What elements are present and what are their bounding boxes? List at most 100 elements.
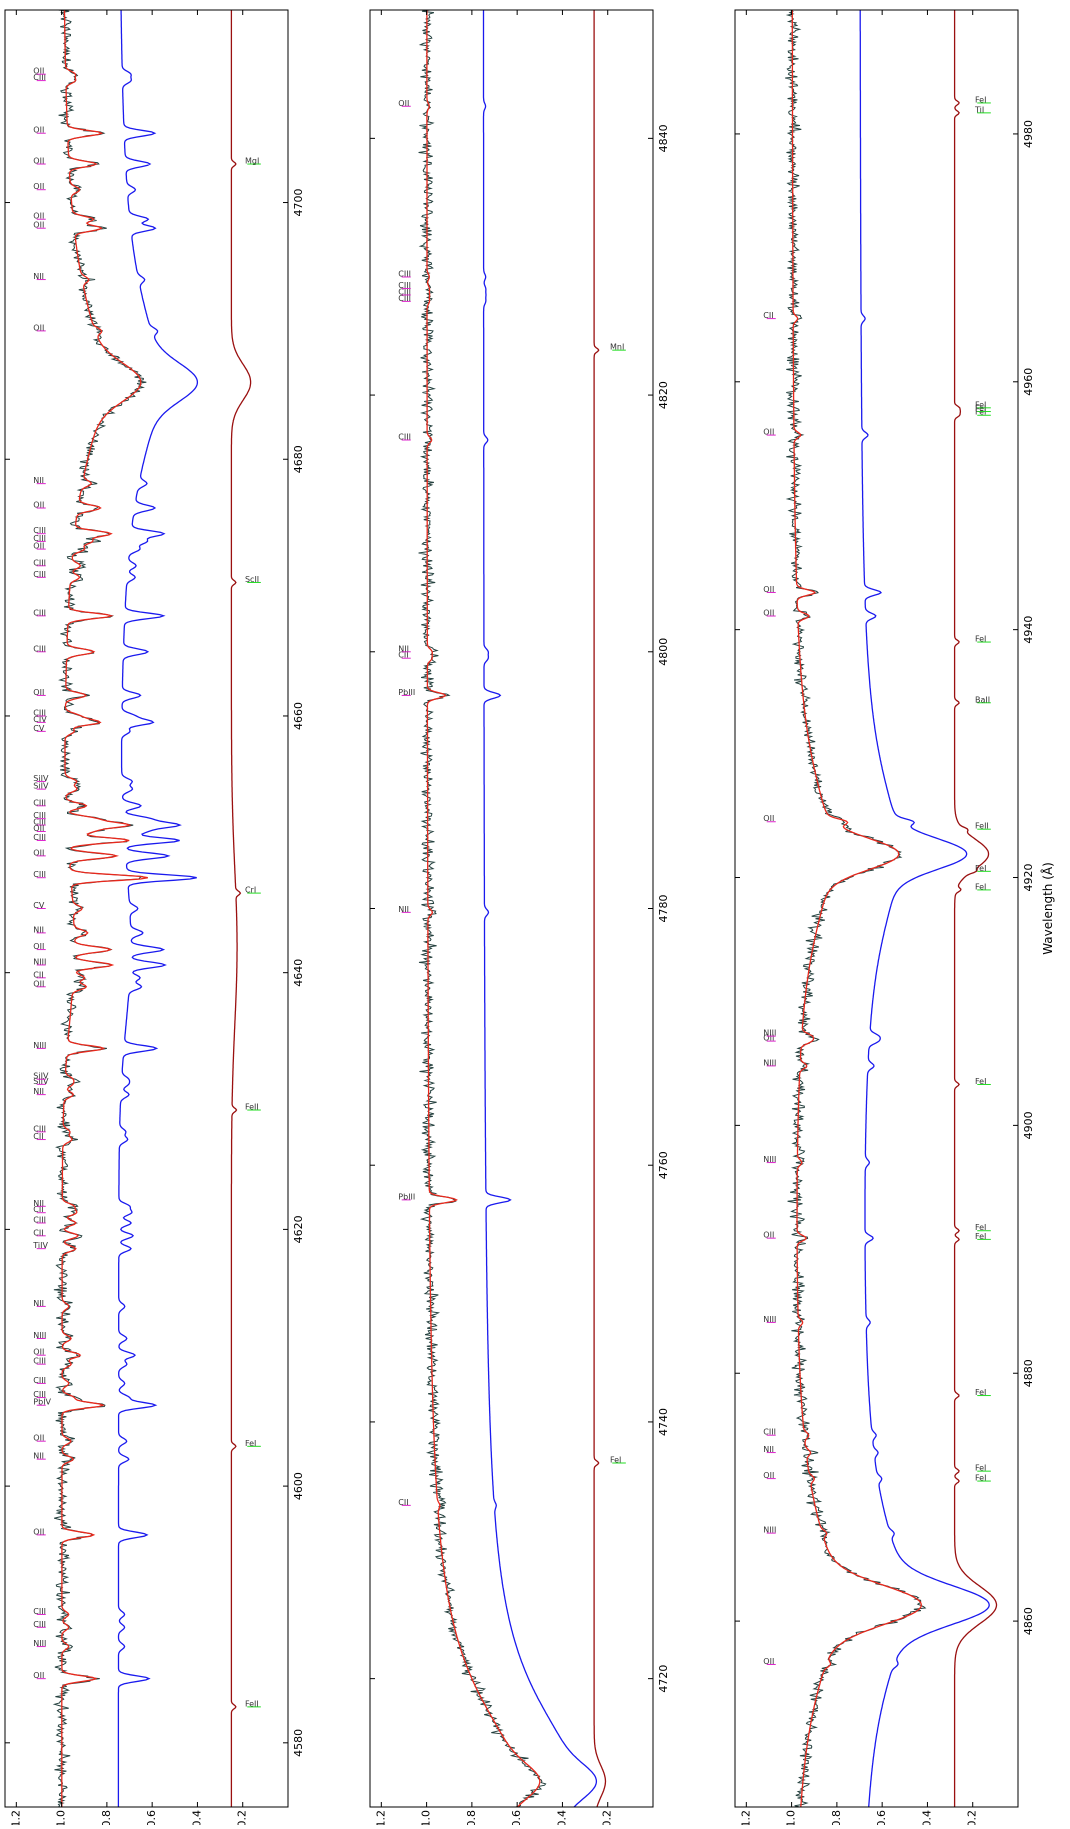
y-tick-label: 0.6 [145, 1810, 158, 1825]
y-tick-label: 0.4 [555, 1810, 568, 1825]
line-marker-label: CIII [33, 1124, 46, 1133]
line-marker-label: OII [763, 1034, 774, 1043]
line-marker-label: NII [398, 905, 409, 914]
line-marker-label: OII [33, 542, 44, 551]
line-marker-label: CIII [33, 1376, 46, 1385]
panel-3: OIINIIIOIINIICIIINIIIOIINIIINIIIOIINIIIO… [734, 9, 1035, 1828]
y-tick-label: 0.4 [920, 1810, 933, 1825]
lower-model-line [593, 10, 607, 1807]
line-marker-label: CII [33, 1228, 43, 1237]
line-marker-label: CIII [33, 570, 46, 579]
x-tick-label: 4820 [657, 381, 670, 409]
line-marker-label: OII [763, 428, 774, 437]
line-marker-label: CIII [763, 1428, 776, 1437]
line-marker-label: NII [33, 476, 44, 485]
panel-plot-layer [785, 10, 998, 1807]
ism-marker-label: FeI [245, 1439, 256, 1448]
line-marker-label: CIII [33, 818, 46, 827]
x-tick-label: 4620 [292, 1215, 305, 1243]
ism-marker-label: FeI [610, 1456, 621, 1465]
line-marker-label: SiIV [33, 1077, 49, 1086]
blue-model-line [117, 10, 199, 1807]
y-tick-label: 1.2 [739, 1810, 752, 1825]
y-tick-label: 0.4 [190, 1810, 203, 1825]
line-marker-label: PbIII [398, 688, 415, 697]
line-marker-label: CIII [33, 534, 46, 543]
x-tick-label: 4740 [657, 1408, 670, 1436]
line-marker-label: CIII [33, 608, 46, 617]
ism-marker-label: FeI [975, 1232, 986, 1241]
rotated-plot-area: OIINIIICIIICIIIOIINIIOIICIIIPbIVCIIICIII… [4, 9, 1055, 1828]
lower-model-line [953, 10, 998, 1807]
line-marker-label: NII [398, 644, 409, 653]
x-tick-label: 4720 [657, 1665, 670, 1693]
x-tick-label: 4880 [1022, 1359, 1035, 1387]
observed-spectrum-line [785, 10, 927, 1807]
line-marker-label: OII [398, 99, 409, 108]
ism-marker-label: ScII [245, 575, 259, 584]
ism-marker-label: FeI [975, 95, 986, 104]
x-tick-label: 4760 [657, 1151, 670, 1179]
line-marker-label: NIII [763, 1526, 776, 1535]
line-marker-label: CIII [398, 294, 411, 303]
lower-model-line [230, 10, 252, 1807]
x-tick-label: 4640 [292, 959, 305, 987]
line-marker-label: NII [33, 1199, 44, 1208]
line-marker-label: CIII [33, 1607, 46, 1616]
ism-marker-label: FeI [975, 635, 986, 644]
x-tick-label: 4940 [1022, 616, 1035, 644]
line-marker-label: OII [763, 585, 774, 594]
line-marker-label: CII [763, 311, 773, 320]
line-marker-label: CIII [33, 1620, 46, 1629]
x-tick-label: 4660 [292, 702, 305, 730]
line-marker-label: OII [33, 1527, 44, 1536]
ism-marker-label: FeI [975, 408, 986, 417]
line-marker-label: OII [33, 688, 44, 697]
line-marker-label: CV [33, 724, 45, 733]
y-tick-label: 0.6 [875, 1810, 888, 1825]
panel-plot-layer [52, 10, 252, 1807]
line-marker-label: OII [763, 1471, 774, 1480]
panel-frame [369, 9, 654, 1808]
ism-marker-label: CrI [245, 886, 256, 895]
x-tick-label: 4680 [292, 445, 305, 473]
line-marker-label: CIII [398, 432, 411, 441]
panel-2: CIIPbIIINIIPbIIICIINIICIIICIIICIIICIIICI… [369, 9, 670, 1828]
line-marker-label: SiIV [33, 774, 49, 783]
ism-marker-label: TiI [974, 105, 984, 114]
y-tick-label: 0.8 [100, 1810, 113, 1825]
line-marker-label: OII [33, 979, 44, 988]
x-tick-label: 4580 [292, 1729, 305, 1757]
x-tick-label: 4920 [1022, 864, 1035, 892]
ism-marker-label: FeI [975, 400, 986, 409]
line-marker-label: CIII [398, 287, 411, 296]
line-marker-label: CIII [33, 811, 46, 820]
ism-marker-label: FeI [975, 1464, 986, 1473]
ism-marker-label: FeI [975, 882, 986, 891]
ism-marker-label: MgI [245, 157, 259, 166]
line-marker-label: CV [33, 901, 45, 910]
line-marker-label: SiIV [33, 1072, 49, 1081]
y-tick-label: 0.2 [966, 1810, 979, 1825]
line-marker-label: OII [33, 1671, 44, 1680]
x-tick-label: 4980 [1022, 120, 1035, 148]
ism-marker-label: FeI [975, 1077, 986, 1086]
y-tick-label: 0.6 [510, 1810, 523, 1825]
line-marker-label: PbIV [33, 1398, 51, 1407]
ism-marker-label: FeI [975, 1388, 986, 1397]
blue-model-line [859, 10, 990, 1807]
x-tick-label: 4800 [657, 638, 670, 666]
line-marker-label: CIII [33, 1357, 46, 1366]
line-marker-label: OII [33, 1348, 44, 1357]
line-marker-label: OII [763, 1231, 774, 1240]
y-tick-label: 1.0 [55, 1810, 68, 1825]
line-marker-label: NIII [763, 1155, 776, 1164]
x-tick-label: 4700 [292, 189, 305, 217]
line-marker-label: NIII [763, 1058, 776, 1067]
line-marker-label: CIV [33, 715, 47, 724]
ism-marker-label: FeII [245, 1699, 259, 1708]
x-tick-label: 4840 [657, 124, 670, 152]
line-marker-label: OII [33, 1434, 44, 1443]
x-tick-label: 4600 [292, 1472, 305, 1500]
